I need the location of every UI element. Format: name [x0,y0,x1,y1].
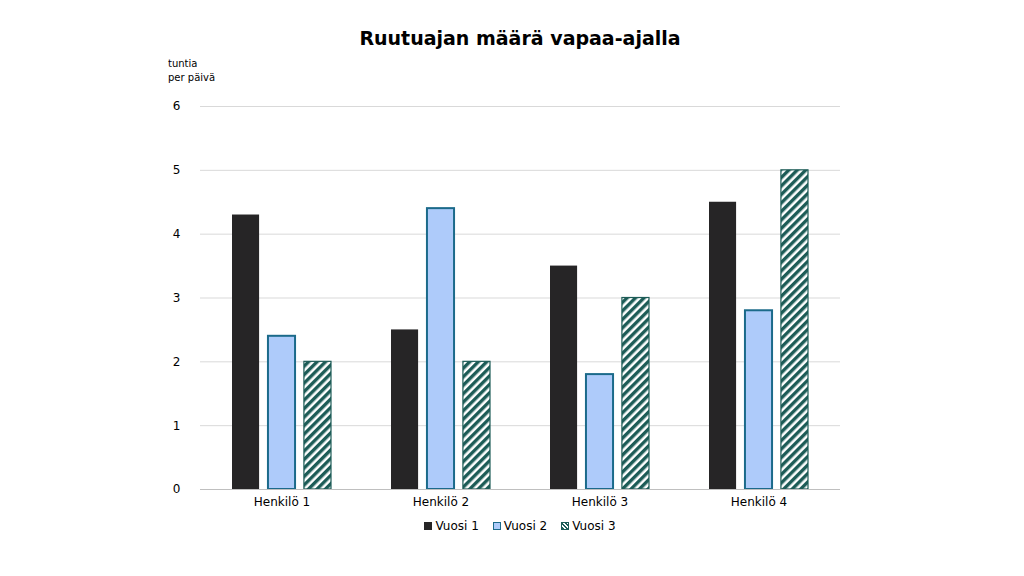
svg-text:Henkilö 3: Henkilö 3 [572,495,628,509]
svg-text:Henkilö 1: Henkilö 1 [254,495,310,509]
svg-text:5: 5 [173,163,181,177]
html-text:Vuosi 2: Vuosi 2 [503,519,548,533]
html-text:Vuosi 1: Vuosi 1 [435,519,479,533]
svg-text:Henkilö 4: Henkilö 4 [731,495,787,509]
html-text:Ruutuajan määrä vapaa-ajalla: Ruutuajan määrä vapaa-ajalla [359,27,681,49]
html-text:Vuosi 3: Vuosi 3 [572,519,616,533]
svg-text:2: 2 [173,355,181,369]
svg-text:0: 0 [173,482,181,496]
svg-text:3: 3 [173,291,181,305]
svg-text:6: 6 [173,99,181,113]
svg-text:1: 1 [173,419,181,433]
svg-text:Henkilö 2: Henkilö 2 [413,495,469,509]
svg-text:4: 4 [173,227,181,241]
html-text:tuntia per päivä: tuntia per päivä [168,58,216,83]
